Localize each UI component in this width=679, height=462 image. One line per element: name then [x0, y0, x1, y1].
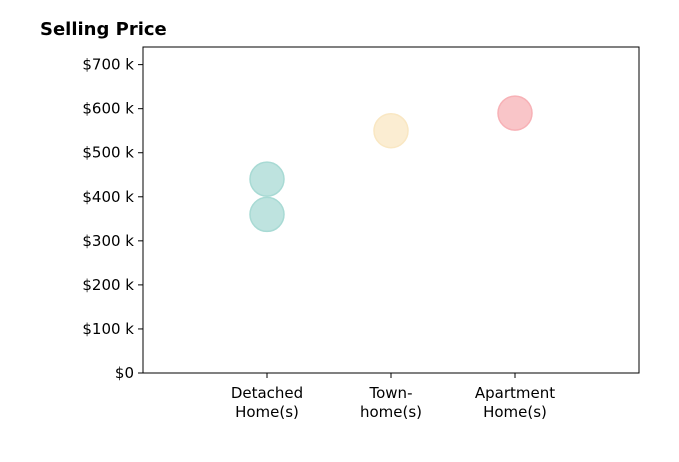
x-category-label: Apartment	[475, 384, 555, 402]
y-tick-label: $200 k	[82, 276, 134, 294]
x-category-label: home(s)	[360, 403, 422, 421]
plot-frame	[142, 46, 640, 374]
y-tick-label: $0	[115, 364, 134, 382]
x-category-label: Home(s)	[235, 403, 299, 421]
y-tick-label: $500 k	[82, 144, 134, 162]
y-tick-label: $100 k	[82, 320, 134, 338]
x-category-label: Town-	[369, 384, 413, 402]
data-point	[249, 161, 285, 197]
x-category-label: Detached	[231, 384, 303, 402]
data-point	[249, 196, 285, 233]
x-category-label: Home(s)	[483, 403, 547, 421]
x-axis: DetachedHome(s)Town-home(s)ApartmentHome…	[231, 373, 555, 421]
y-axis: $0 $100 k $200 k $300 k $400 k $500 k $600 k $7…	[82, 56, 143, 382]
y-tick-label: $700 k	[82, 56, 134, 74]
data-points	[249, 95, 533, 233]
y-tick-label: $600 k	[82, 100, 134, 118]
data-point	[497, 95, 533, 131]
y-tick-label: $400 k	[82, 188, 134, 206]
y-tick-label: $300 k	[82, 232, 134, 250]
data-point	[373, 112, 409, 149]
chart-title: Selling Price	[40, 19, 167, 40]
